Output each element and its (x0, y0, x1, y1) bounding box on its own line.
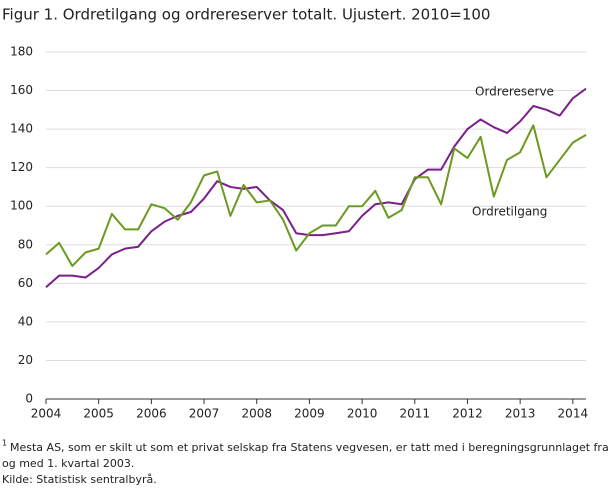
footnote: og med 1. kvartal 2003. (2, 457, 134, 470)
x-tick-label: 2013 (505, 407, 536, 421)
footnote-mark: 1 (2, 439, 7, 448)
y-tick-label: 140 (10, 122, 33, 136)
x-tick-label: 2010 (347, 407, 378, 421)
y-tick-label: 0 (25, 392, 33, 406)
y-tick-label: 40 (18, 314, 33, 328)
x-tick-label: 2004 (31, 407, 62, 421)
y-tick-label: 80 (18, 237, 33, 251)
y-tick-label: 120 (10, 160, 33, 174)
x-tick-label: 2009 (294, 407, 325, 421)
footnote: Mesta AS, som er skilt ut som et privat … (10, 441, 609, 454)
y-tick-label: 60 (18, 276, 33, 290)
series-label: Ordrereserve (475, 85, 554, 99)
x-tick-label: 2005 (83, 407, 114, 421)
x-tick-label: 2007 (189, 407, 220, 421)
series-line (45, 124, 587, 267)
series-label: Ordretilgang (472, 205, 547, 219)
y-tick-label: 160 (10, 83, 33, 97)
x-tick-label: 2011 (400, 407, 431, 421)
chart-title: Figur 1. Ordretilgang og ordrereserver t… (2, 6, 490, 24)
y-tick-label: 100 (10, 199, 33, 213)
x-tick-label: 2012 (452, 407, 483, 421)
x-tick-label: 2008 (241, 407, 272, 421)
x-tick-label: 2014 (558, 407, 589, 421)
series-line (45, 87, 587, 288)
x-tick-label: 2006 (136, 407, 167, 421)
source: Kilde: Statistisk sentralbyrå. (2, 473, 157, 486)
y-tick-label: 180 (10, 45, 33, 59)
y-tick-label: 20 (18, 353, 33, 367)
